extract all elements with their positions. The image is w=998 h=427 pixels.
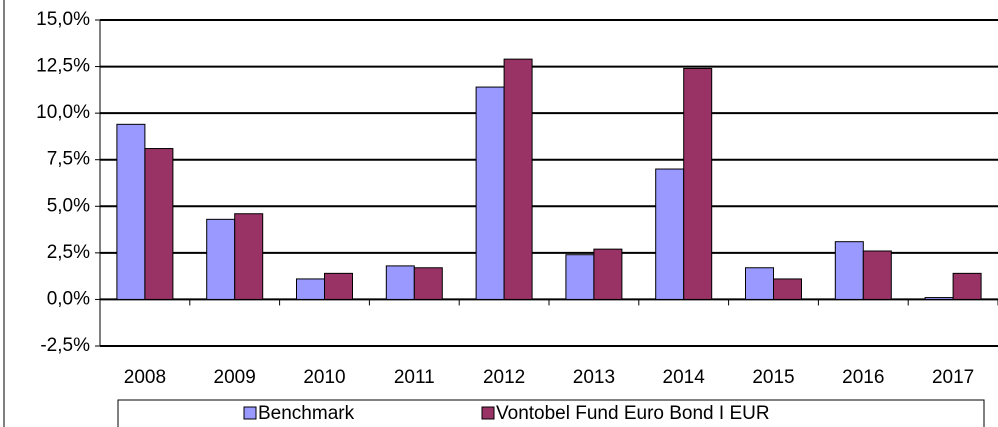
y-tick-label: 15,0% [36, 9, 90, 30]
x-tick-label: 2017 [932, 367, 974, 388]
legend-swatch [243, 406, 257, 420]
bar [324, 272, 353, 300]
bar [924, 297, 954, 300]
x-tick-label: 2011 [394, 367, 435, 388]
bar [834, 241, 864, 300]
y-tick-label: -2,5% [40, 335, 90, 356]
x-tick-label: 2015 [752, 367, 794, 388]
x-tick-label: 2014 [663, 367, 706, 388]
bar [413, 267, 443, 300]
y-tick-label: 0,0% [47, 288, 90, 309]
bar [683, 67, 713, 300]
bar [593, 248, 623, 300]
bar [385, 265, 415, 300]
y-tick-label: 10,0% [36, 102, 90, 123]
bar [655, 168, 685, 300]
bar [475, 86, 505, 300]
bar [952, 272, 982, 300]
x-tick-label: 2016 [842, 367, 884, 388]
x-tick-label: 2010 [303, 367, 345, 388]
bar [565, 254, 595, 300]
bar [144, 148, 174, 300]
bar [745, 267, 774, 300]
legend-label: Vontobel Fund Euro Bond I EUR [496, 403, 770, 424]
legend-swatch [481, 406, 495, 420]
x-tick-label: 2008 [124, 367, 166, 388]
y-tick-label: 5,0% [47, 195, 90, 216]
x-tick-label: 2009 [214, 367, 256, 388]
y-tick-label: 2,5% [47, 242, 90, 263]
legend-label: Benchmark [258, 403, 355, 424]
legend-box [117, 399, 985, 427]
x-tick-label: 2013 [573, 367, 615, 388]
y-tick-label: 7,5% [47, 149, 90, 170]
bar [116, 123, 146, 300]
bar [503, 58, 533, 300]
y-tick-label: 12,5% [36, 56, 90, 77]
bar [206, 218, 236, 300]
bar [296, 278, 325, 300]
bar [773, 278, 802, 300]
x-tick-label: 2012 [483, 367, 525, 388]
bar [234, 213, 264, 300]
bar [862, 250, 892, 300]
